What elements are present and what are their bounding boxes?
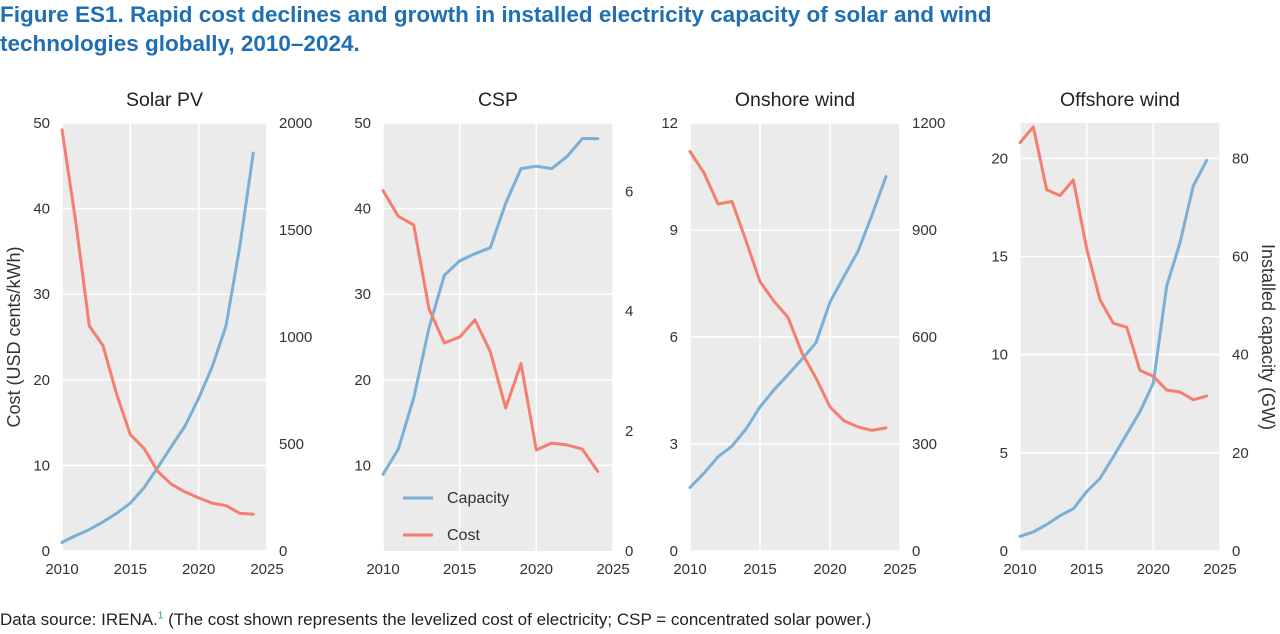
x-tick-label: 2025: [596, 561, 629, 578]
y-left-tick-label: 50: [354, 115, 371, 132]
x-tick-label: 2020: [1137, 561, 1170, 578]
y-left-tick-label: 6: [670, 329, 678, 346]
x-tick-label: 2010: [366, 561, 399, 578]
data-source-note: Data source: IRENA.1 (The cost shown rep…: [0, 610, 871, 630]
chart-title: CSP: [478, 89, 518, 111]
y-left-tick-label: 30: [33, 286, 50, 303]
x-tick-label: 2010: [673, 561, 706, 578]
y-axis-label-right: Installed capacity (GW): [1258, 244, 1278, 430]
figure-title: Figure ES1. Rapid cost declines and grow…: [0, 2, 992, 56]
y-right-tick-label: 900: [912, 222, 937, 239]
chart-panel-1: 2010 2015 2020 2025010203040500500100015002…: [4, 89, 312, 578]
y-left-tick-label: 40: [33, 201, 50, 218]
x-tick-label: 2015: [114, 561, 147, 578]
y-axis-label-left: Cost (USD cents/kWh): [4, 246, 24, 427]
x-tick-label: 2010: [1003, 561, 1036, 578]
series-line-cost: [1018, 125, 1209, 402]
data-source-explanation: (The cost shown represents the levelized…: [163, 610, 872, 629]
chart-panel-2: 2010 2015 2020 2025 10 20 30 40 50 0 2 4 6 CSP Capacit…: [354, 89, 633, 578]
y-right-tick-label: 6: [625, 183, 633, 200]
series-line-capacity: [1018, 158, 1209, 538]
y-left-tick-label: 0: [42, 543, 50, 560]
y-left-tick-label: 15: [991, 249, 1008, 266]
series-line-cost: [60, 128, 255, 516]
y-right-tick-label: 4: [625, 303, 633, 320]
legend-label: Cost: [447, 527, 480, 544]
y-left-tick-label: 3: [670, 436, 678, 453]
y-right-tick-label: 2000: [279, 115, 312, 132]
series-line-cost: [688, 150, 888, 432]
y-right-tick-label: 80: [1232, 150, 1249, 167]
y-right-tick-label: 300: [912, 436, 937, 453]
y-right-tick-label: 20: [1232, 445, 1249, 462]
plot-background: [1020, 123, 1220, 551]
data-source-text: Data source: IRENA.: [0, 610, 158, 629]
y-left-tick-label: 10: [354, 457, 371, 474]
y-left-tick-label: 9: [670, 222, 678, 239]
chart-legend: Capacity Cost: [403, 490, 509, 544]
y-left-tick-label: 20: [991, 150, 1008, 167]
y-right-tick-label: 0: [279, 543, 287, 560]
y-right-tick-label: 1200: [912, 115, 945, 132]
y-left-tick-label: 0: [670, 543, 678, 560]
y-left-tick-label: 10: [33, 457, 50, 474]
chart-title: Offshore wind: [1060, 89, 1180, 111]
x-tick-label: 2025: [1203, 561, 1236, 578]
y-right-tick-label: 40: [1232, 347, 1249, 364]
chart-title: Onshore wind: [735, 89, 855, 111]
chart-panel-4: 2010 2015 2020 202505101520020406080Offshor…: [991, 89, 1278, 578]
y-right-tick-label: 1500: [279, 222, 312, 239]
y-right-tick-label: 60: [1232, 249, 1249, 266]
x-tick-label: 2025: [250, 561, 283, 578]
x-tick-label: 2025: [883, 561, 916, 578]
y-left-tick-label: 40: [354, 201, 371, 218]
plot-background: [62, 123, 267, 551]
legend-label: Capacity: [447, 490, 509, 507]
y-left-tick-label: 0: [1000, 543, 1008, 560]
y-left-tick-label: 10: [991, 347, 1008, 364]
x-tick-label: 2015: [1070, 561, 1103, 578]
y-right-tick-label: 0: [625, 543, 633, 560]
y-left-tick-label: 50: [33, 115, 50, 132]
y-right-tick-label: 1000: [279, 329, 312, 346]
y-right-tick-label: 0: [1232, 543, 1240, 560]
y-left-tick-label: 20: [33, 372, 50, 389]
y-right-tick-label: 600: [912, 329, 937, 346]
y-right-tick-label: 2: [625, 423, 633, 440]
plot-background: [383, 123, 613, 551]
footnote-marker: 1: [157, 610, 164, 622]
series-line-capacity: [60, 151, 255, 544]
series-line-cost: [381, 189, 600, 473]
series-line-capacity: [381, 137, 600, 476]
charts-area: 2010 2015 2020 2025010203040500500100015002…: [4, 89, 1278, 578]
y-left-tick-label: 20: [354, 372, 371, 389]
x-tick-label: 2020: [520, 561, 553, 578]
chart-title: Solar PV: [126, 89, 203, 111]
x-tick-label: 2020: [182, 561, 215, 578]
series-line-capacity: [688, 175, 888, 489]
x-tick-label: 2010: [45, 561, 78, 578]
y-right-tick-label: 500: [279, 436, 304, 453]
y-left-tick-label: 12: [661, 115, 678, 132]
y-right-tick-label: 0: [912, 543, 920, 560]
y-left-tick-label: 30: [354, 286, 371, 303]
chart-panel-3: 2010 2015 2020 202503691203006009001200Onsh…: [661, 89, 945, 578]
x-tick-label: 2015: [443, 561, 476, 578]
y-left-tick-label: 5: [1000, 445, 1008, 462]
x-tick-label: 2015: [743, 561, 776, 578]
x-tick-label: 2020: [813, 561, 846, 578]
